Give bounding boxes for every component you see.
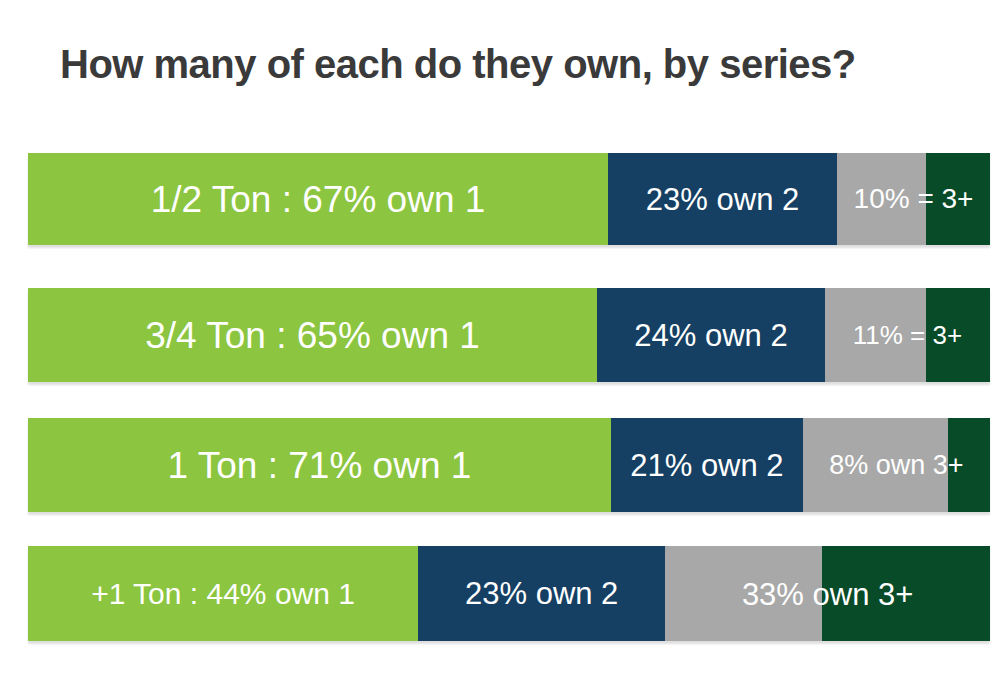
segment-own2-label: 24% own 2 [634, 320, 787, 351]
bar-row-one-ton: 1 Ton : 71% own 1 21% own 2 8% own 3+ [28, 418, 990, 512]
bar-row-plus-one-ton: +1 Ton : 44% own 1 23% own 2 33% own 3+ [28, 546, 990, 641]
chart-page: How many of each do they own, by series?… [0, 0, 1000, 679]
bar-row-half-ton: 1/2 Ton : 67% own 1 23% own 2 10% = 3+ [28, 153, 990, 245]
segment-own3-group: 11% = 3+ [825, 288, 990, 382]
segment-own1-label: 3/4 Ton : 65% own 1 [145, 317, 480, 354]
segment-own1: 3/4 Ton : 65% own 1 [28, 288, 597, 382]
segment-own1-label: 1 Ton : 71% own 1 [168, 447, 472, 484]
segment-own1: 1/2 Ton : 67% own 1 [28, 153, 608, 245]
segment-own3-group: 10% = 3+ [837, 153, 990, 245]
segment-own2: 21% own 2 [611, 418, 803, 512]
bar-row-three-quarter-ton: 3/4 Ton : 65% own 1 24% own 2 11% = 3+ [28, 288, 990, 382]
bar-chart: 1/2 Ton : 67% own 1 23% own 2 10% = 3+ 3/4 … [28, 153, 990, 641]
segment-own2-label: 23% own 2 [646, 184, 799, 215]
segment-own2: 24% own 2 [597, 288, 825, 382]
segment-own3-label: 10% = 3+ [854, 185, 974, 213]
segment-own2-label: 21% own 2 [630, 450, 783, 481]
segment-own1: 1 Ton : 71% own 1 [28, 418, 611, 512]
segment-own3-label: 33% own 3+ [742, 578, 913, 609]
segment-own3-group: 8% own 3+ [803, 418, 990, 512]
chart-title: How many of each do they own, by series? [60, 42, 856, 87]
segment-own3-group: 33% own 3+ [665, 546, 990, 641]
segment-own3-label: 11% = 3+ [853, 322, 962, 348]
segment-own2: 23% own 2 [418, 546, 665, 641]
segment-own2-label: 23% own 2 [465, 578, 618, 609]
segment-own1-label: +1 Ton : 44% own 1 [91, 579, 355, 609]
segment-own1: +1 Ton : 44% own 1 [28, 546, 418, 641]
segment-own2: 23% own 2 [608, 153, 837, 245]
segment-own1-label: 1/2 Ton : 67% own 1 [151, 181, 486, 218]
segment-own3-label: 8% own 3+ [829, 452, 963, 479]
